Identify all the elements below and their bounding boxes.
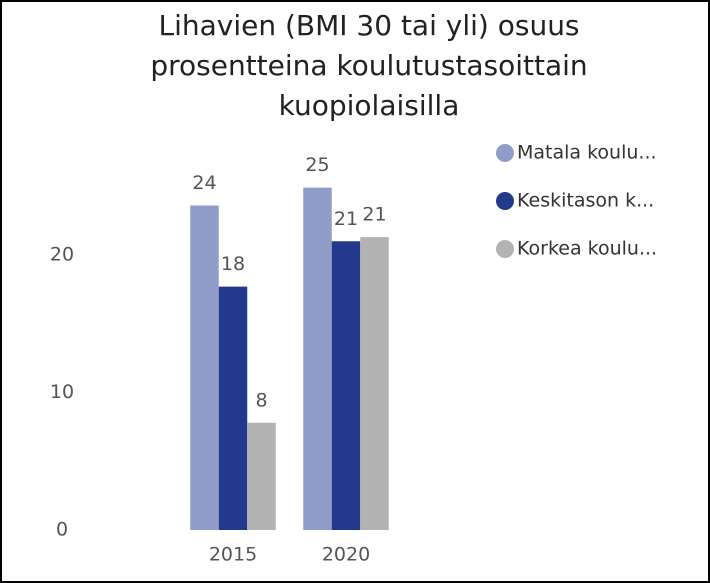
data-label: 21 <box>362 204 386 226</box>
chart-title: Lihavien (BMI 30 tai yli) osuus prosentt… <box>150 9 588 122</box>
data-label: 24 <box>192 172 216 194</box>
data-label: 25 <box>305 154 329 176</box>
legend-label: Korkea koulu... <box>517 238 657 260</box>
x-tick-label: 2015 <box>209 544 257 566</box>
legend-label: Matala koulu... <box>517 142 657 164</box>
bar <box>247 422 276 530</box>
data-label: 8 <box>255 389 267 411</box>
x-tick-label: 2020 <box>322 544 370 566</box>
bar <box>190 205 219 530</box>
data-label: 18 <box>221 253 245 275</box>
legend-marker <box>496 144 514 162</box>
legend-marker <box>496 192 514 210</box>
bar <box>360 237 389 530</box>
bar <box>218 286 248 530</box>
y-tick-label: 20 <box>50 244 74 266</box>
data-label: 21 <box>334 208 358 230</box>
legend-marker <box>496 240 514 258</box>
y-tick-label: 10 <box>50 381 74 403</box>
y-tick-label: 0 <box>56 519 68 541</box>
bar <box>331 241 361 530</box>
bar <box>303 187 332 530</box>
legend-label: Keskitason k... <box>517 190 654 212</box>
